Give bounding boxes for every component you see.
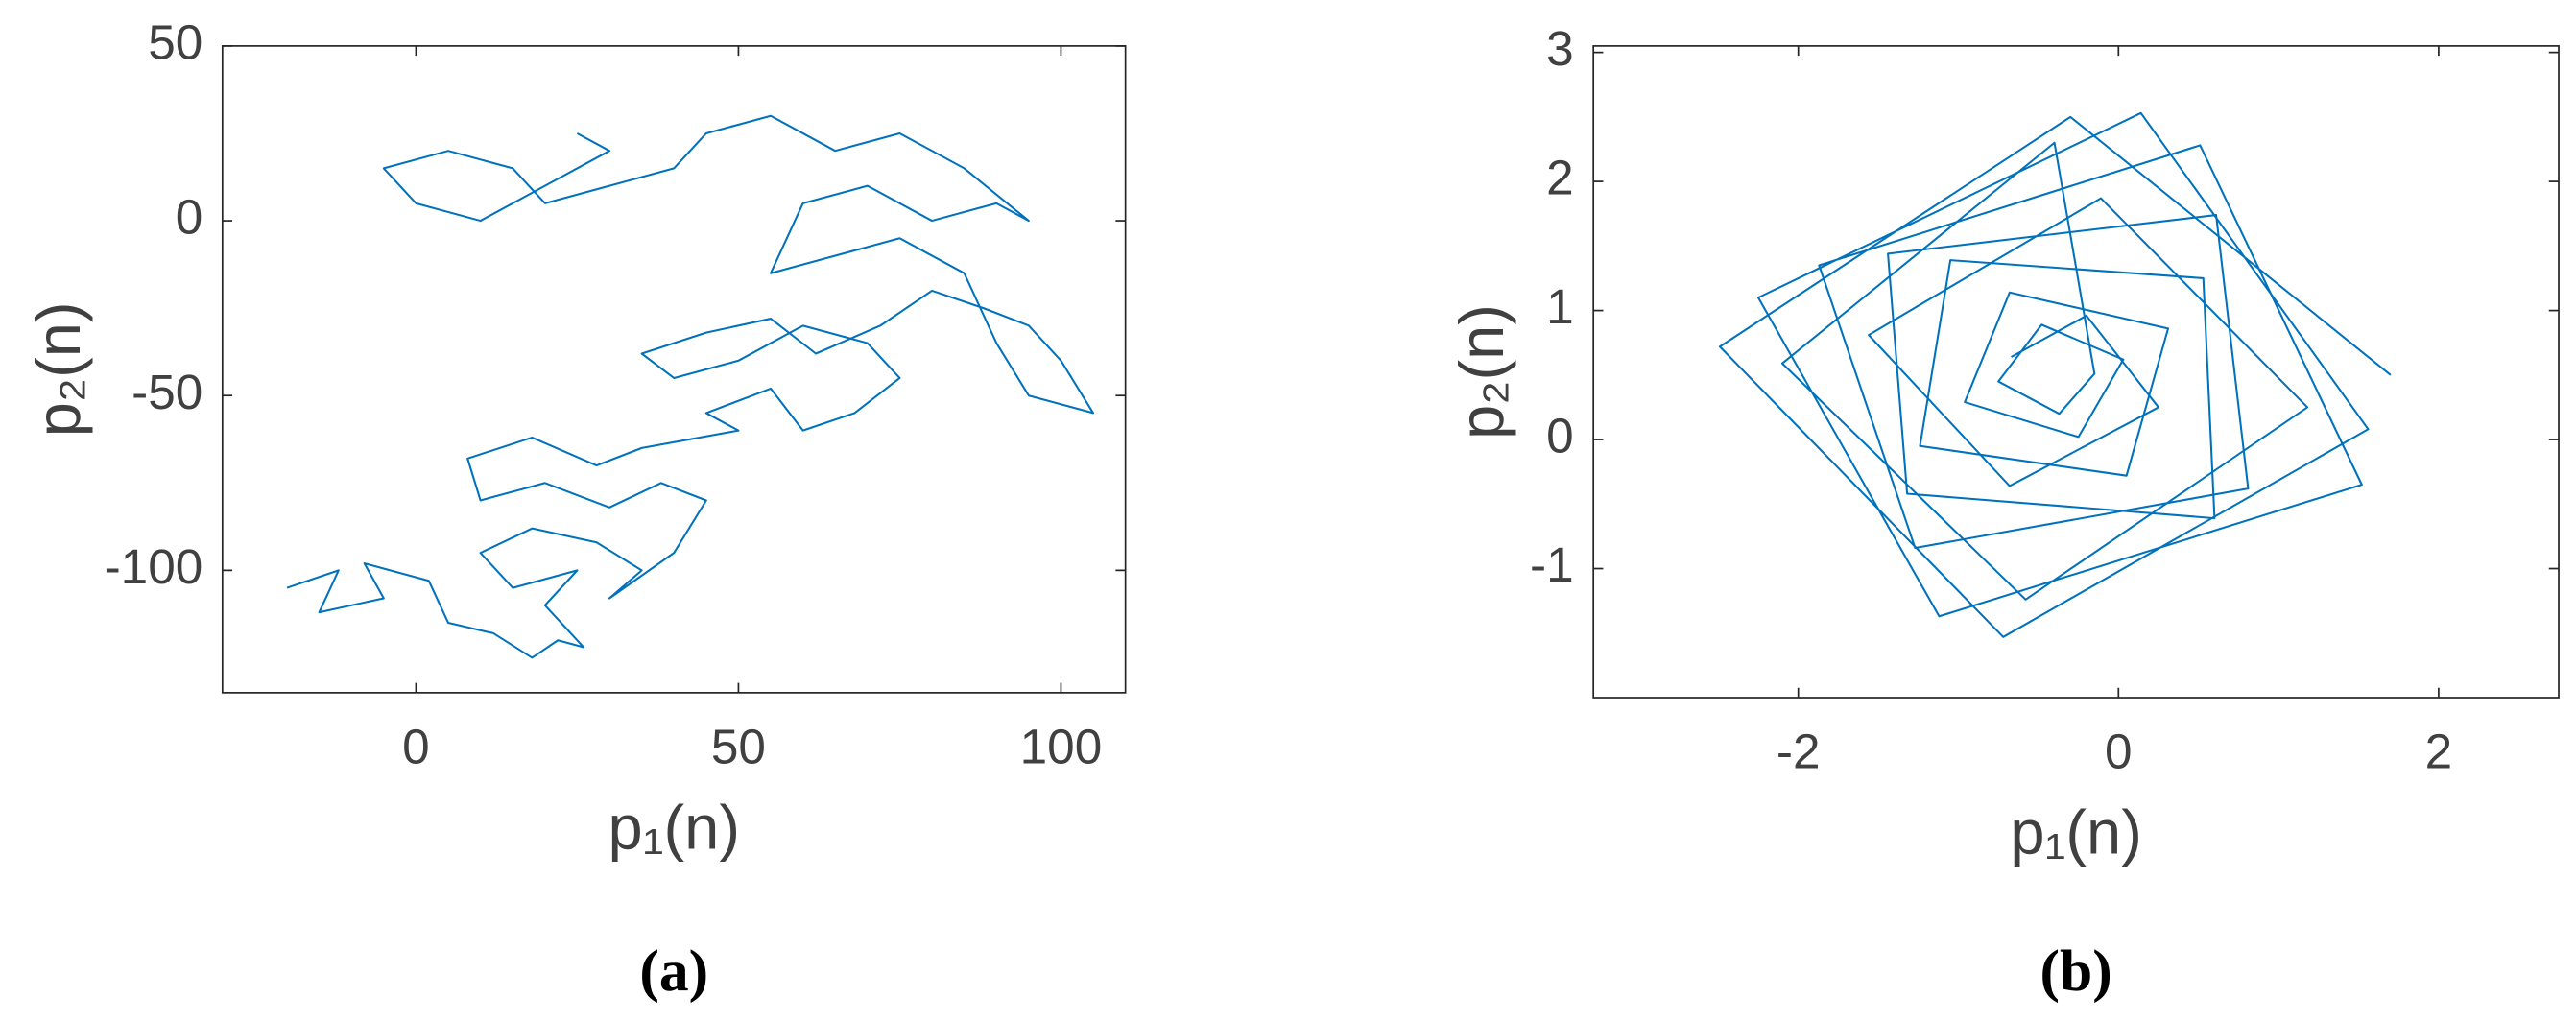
y-tick-label: -1 (1530, 537, 1574, 592)
y-tick-label: 50 (148, 14, 203, 69)
axes-box (1592, 45, 2560, 699)
x-tick-label: 0 (402, 719, 430, 773)
x-tick-label: -2 (1777, 724, 1821, 778)
x-tick-label: 50 (711, 719, 766, 773)
x-tick-label: 0 (2105, 724, 2133, 778)
y-tick-label: 1 (1546, 279, 1574, 334)
x-axis-label: p₁(n) (608, 792, 740, 862)
x-tick-label: 2 (2425, 724, 2453, 778)
y-tick-label: -100 (105, 539, 203, 594)
x-tick-label: 100 (1020, 719, 1103, 773)
y-tick-label: 3 (1546, 21, 1574, 76)
y-tick-label: -50 (131, 365, 203, 419)
y-axis-label: p₂(n) (1446, 304, 1516, 439)
trajectory-line (286, 114, 1095, 659)
y-tick-label: 0 (1546, 409, 1574, 463)
x-axis-label: p₁(n) (2010, 797, 2142, 867)
axes-box (221, 45, 1127, 694)
y-tick-label: 0 (176, 190, 203, 245)
y-tick-label: 2 (1546, 151, 1574, 205)
panel-caption: (b) (2039, 938, 2111, 1004)
trajectory-line (1718, 111, 2392, 638)
panel-caption: (a) (639, 938, 708, 1004)
y-axis-label: p₂(n) (23, 301, 93, 437)
